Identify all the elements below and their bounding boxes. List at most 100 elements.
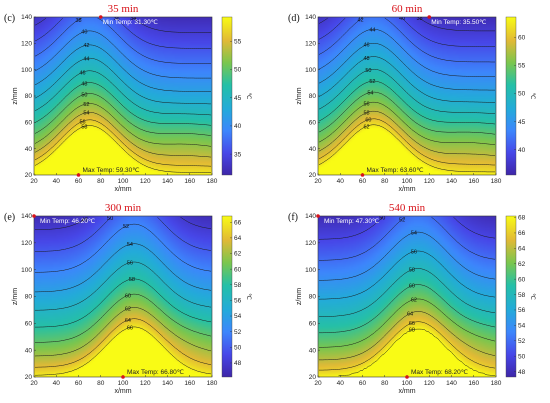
contour-label: 62: [411, 298, 417, 304]
x-tick-label: 100: [118, 178, 129, 185]
contour-line: [34, 125, 211, 173]
contour-line: [34, 30, 211, 79]
contour-line: [318, 250, 496, 300]
y-tick-label: 40: [25, 347, 33, 354]
colorbar-tick-label: 40: [234, 123, 242, 130]
contour-line: [318, 17, 495, 63]
contour-line: [318, 110, 496, 156]
contour-line: [35, 223, 212, 273]
x-tick-label: 160: [468, 178, 479, 185]
x-tick-label: 80: [97, 380, 105, 387]
contour-label: 40: [81, 30, 87, 36]
contour-label: 48: [81, 217, 87, 223]
y-tick-label: 120: [305, 240, 316, 247]
y-tick-label: 140: [21, 213, 32, 220]
contour-line: [34, 103, 212, 147]
x-tick-label: 100: [402, 178, 413, 185]
contour-line: [318, 56, 496, 103]
contour-label: 54: [83, 111, 89, 117]
contour-line: [318, 80, 496, 125]
y-tick-label: 80: [25, 294, 33, 301]
contour-label: 36: [113, 16, 119, 22]
x-tick-label: 40: [53, 178, 61, 185]
contour-label: 48: [363, 56, 369, 62]
max-temp-marker: [405, 375, 409, 379]
colorbar: [221, 16, 233, 176]
y-tick-label: 60: [25, 321, 33, 328]
colorbar-tick-label: 60: [234, 266, 242, 273]
x-tick-label: 120: [424, 380, 435, 387]
contour-line: [318, 101, 496, 146]
min-temp-marker: [316, 214, 320, 218]
contour-line: [34, 112, 212, 158]
y-tick-label: 20: [25, 172, 33, 179]
colorbar-unit: ℃: [245, 93, 251, 100]
colorbar-tick-label: 54: [234, 313, 242, 320]
contour-label: 42: [83, 43, 89, 49]
panel-title: 35 min: [108, 3, 139, 15]
contour-label: 58: [81, 124, 87, 130]
contour-label: 52: [369, 79, 375, 85]
heatmap-image: [34, 17, 212, 175]
colorbar-tick-label: 55: [518, 63, 526, 70]
x-tick-label: 160: [468, 380, 479, 387]
contour-label: 62: [125, 307, 131, 313]
contour-line: [35, 261, 212, 311]
min-temp-marker: [427, 15, 432, 19]
contour-line: [35, 278, 212, 328]
max-temp-annotation: Max Temp: 63.60℃: [367, 167, 425, 174]
x-tick-label: 180: [491, 178, 502, 185]
colorbar-tick-label: 35: [234, 151, 242, 158]
y-axis-label: z/mm: [12, 288, 19, 305]
y-tick-label: 100: [21, 267, 32, 274]
x-tick-label: 20: [30, 380, 38, 387]
colorbar: [221, 215, 233, 378]
contour-line: [34, 119, 212, 167]
colorbar-tick-label: 45: [234, 95, 242, 102]
max-temp-annotation: Max Temp: 68.20℃: [411, 369, 469, 376]
contour-label: 66: [409, 321, 415, 327]
y-tick-label: 100: [305, 67, 316, 74]
contour-line: [34, 44, 212, 92]
colorbar-tick-label: 56: [234, 298, 242, 305]
contour-label: 60: [365, 118, 371, 124]
colorbar-tick-label: 58: [234, 282, 242, 289]
x-tick-label: 140: [446, 178, 457, 185]
contour-label: 56: [411, 250, 417, 256]
x-axis-label: x/mm: [398, 186, 415, 193]
x-tick-label: 120: [424, 178, 435, 185]
contour-label: 56: [127, 261, 133, 267]
colorbar-tick-label: 66: [234, 219, 242, 226]
x-tick-label: 100: [402, 380, 413, 387]
panel-label: (f): [288, 212, 298, 223]
colorbar: [505, 215, 517, 378]
x-axis-label: x/mm: [114, 186, 131, 193]
x-tick-label: 180: [207, 178, 218, 185]
colorbar: [505, 16, 517, 176]
x-tick-label: 60: [75, 178, 83, 185]
colorbar-tick-label: 54: [518, 323, 526, 330]
contour-label: 38: [75, 18, 81, 24]
contour-label: 64: [125, 318, 131, 324]
contour-label: 54: [127, 242, 133, 248]
y-tick-label: 120: [21, 41, 32, 48]
contour-line: [318, 91, 496, 135]
contour-label: 46: [363, 43, 369, 49]
contour-line: [318, 118, 495, 166]
contour-line: [319, 298, 496, 348]
colorbar-tick-label: 58: [518, 292, 526, 299]
x-tick-label: 160: [184, 178, 195, 185]
y-tick-label: 80: [25, 93, 33, 100]
contour-line: [318, 68, 496, 114]
contour-line: [318, 17, 495, 32]
x-tick-label: 160: [184, 380, 195, 387]
heatmap-image: [318, 216, 496, 377]
contour-label: 38: [416, 16, 422, 22]
x-tick-label: 40: [337, 380, 345, 387]
contour-line: [319, 268, 496, 317]
contour-line: [319, 284, 496, 334]
colorbar-tick-label: 68: [518, 215, 526, 222]
